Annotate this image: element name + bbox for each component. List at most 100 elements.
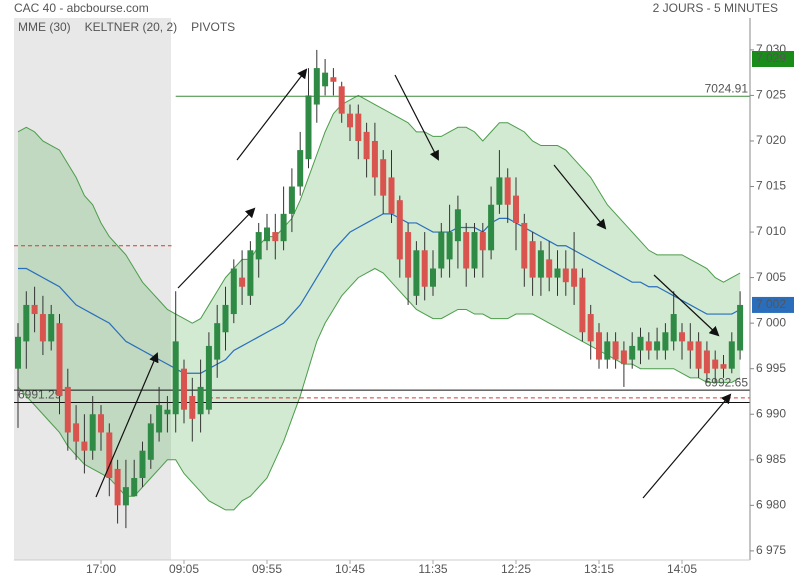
candle-body bbox=[313, 68, 320, 105]
candle-body bbox=[488, 204, 495, 251]
x-tick-label: 11:35 bbox=[418, 562, 447, 576]
candle-body bbox=[31, 304, 38, 315]
candle-body bbox=[596, 332, 602, 360]
level-label: 6991.29 bbox=[18, 388, 62, 402]
candle-body bbox=[454, 209, 461, 242]
y-tick-label: 6 995 bbox=[756, 361, 786, 375]
legend-entry: KELTNER (20, 2) bbox=[85, 20, 177, 34]
candle-body bbox=[247, 250, 254, 296]
candle-body bbox=[496, 177, 503, 205]
arrow bbox=[394, 74, 439, 161]
candle-body bbox=[645, 341, 652, 351]
candle-body bbox=[579, 277, 586, 333]
plot-area: 7024.91 6991.29 6992.65 bbox=[14, 49, 750, 529]
candle-body bbox=[222, 304, 229, 333]
y-tick-label: 6 980 bbox=[756, 498, 786, 512]
legend: MME (30) KELTNER (20, 2) PIVOTS bbox=[18, 20, 235, 34]
arrow bbox=[642, 393, 732, 499]
candle-body bbox=[504, 177, 511, 205]
y-tick-label: 7 005 bbox=[756, 270, 786, 284]
candle-body bbox=[471, 232, 478, 269]
candle-body bbox=[670, 314, 677, 342]
candle-body bbox=[463, 232, 470, 269]
candle-body bbox=[728, 341, 735, 369]
candle-body bbox=[654, 341, 661, 351]
candle-body bbox=[98, 414, 104, 433]
candle-body bbox=[554, 268, 561, 278]
arrow bbox=[236, 68, 308, 161]
candle-body bbox=[405, 232, 412, 278]
candle-body bbox=[322, 72, 329, 87]
level-label: 7024.91 bbox=[705, 81, 749, 95]
chart-title: CAC 40 - abcbourse.com bbox=[14, 1, 149, 15]
candle-body bbox=[39, 314, 46, 342]
candle-body bbox=[239, 277, 246, 287]
candle-body bbox=[521, 222, 528, 269]
candle-body bbox=[189, 396, 196, 419]
candle-body bbox=[629, 345, 636, 360]
annotation-arrows bbox=[95, 68, 732, 499]
candle-body bbox=[703, 350, 710, 374]
candle-body bbox=[81, 441, 88, 451]
candle-body bbox=[737, 304, 744, 351]
y-tick-label: 7 025 bbox=[756, 88, 786, 102]
y-tick-label: 7 000 bbox=[756, 315, 786, 329]
candle-body bbox=[214, 323, 221, 360]
candle-body bbox=[421, 250, 428, 287]
candle-body bbox=[230, 268, 237, 315]
candle-body bbox=[637, 336, 644, 351]
price-tag bbox=[752, 296, 794, 313]
candle-body bbox=[388, 177, 395, 214]
candle-body bbox=[338, 86, 345, 114]
candle-body bbox=[172, 341, 179, 415]
x-tick-label: 14:05 bbox=[667, 562, 697, 576]
candle-body bbox=[114, 468, 121, 506]
candle-body bbox=[430, 268, 436, 287]
arrow bbox=[95, 352, 159, 498]
arrow bbox=[177, 207, 256, 289]
candle-body bbox=[604, 341, 611, 360]
price-tag-label: 7 002 bbox=[756, 297, 786, 311]
y-tick-label: 6 985 bbox=[756, 452, 786, 466]
candle-body bbox=[181, 368, 187, 410]
candle-body bbox=[280, 213, 287, 242]
candle-body bbox=[48, 314, 55, 342]
y-tick-label: 7 020 bbox=[756, 133, 786, 147]
chart-subtitle: 2 JOURS - 5 MINUTES bbox=[653, 1, 778, 15]
candle-body bbox=[371, 140, 378, 178]
candle-body bbox=[363, 131, 370, 160]
candle-body bbox=[612, 341, 619, 360]
x-tick-label: 10:45 bbox=[335, 562, 365, 576]
candle-body bbox=[255, 232, 262, 260]
candle-body bbox=[529, 241, 536, 278]
candle-body bbox=[147, 423, 154, 460]
candle-body bbox=[513, 195, 519, 223]
x-tick-label: 17:00 bbox=[86, 562, 116, 576]
candle-body bbox=[164, 409, 171, 415]
candle-body bbox=[205, 345, 212, 410]
price-tag bbox=[752, 50, 794, 67]
x-tick-label: 09:55 bbox=[252, 562, 282, 576]
legend-entry: PIVOTS bbox=[191, 20, 235, 34]
candle-body bbox=[131, 478, 138, 497]
x-tick-label: 13:15 bbox=[584, 562, 614, 576]
candle-body bbox=[56, 323, 63, 397]
candle-body bbox=[139, 450, 146, 479]
y-tick-label: 7 010 bbox=[756, 224, 786, 238]
y-tick-label: 6 990 bbox=[756, 406, 786, 420]
candle-body bbox=[396, 200, 403, 260]
candle-body bbox=[305, 95, 312, 160]
candle-body bbox=[571, 268, 578, 287]
candle-body bbox=[695, 341, 702, 369]
candle-body bbox=[662, 332, 669, 351]
x-tick-label: 09:05 bbox=[169, 562, 199, 576]
candle-body bbox=[89, 414, 96, 451]
candle-body bbox=[720, 364, 727, 369]
candle-body bbox=[297, 150, 304, 187]
price-tag-label: 7 029 bbox=[756, 51, 786, 65]
candle-body bbox=[106, 432, 113, 479]
candle-body bbox=[587, 314, 594, 342]
candle-body bbox=[288, 186, 295, 214]
x-tick-label: 12:25 bbox=[501, 562, 531, 576]
candle-body bbox=[272, 232, 279, 242]
